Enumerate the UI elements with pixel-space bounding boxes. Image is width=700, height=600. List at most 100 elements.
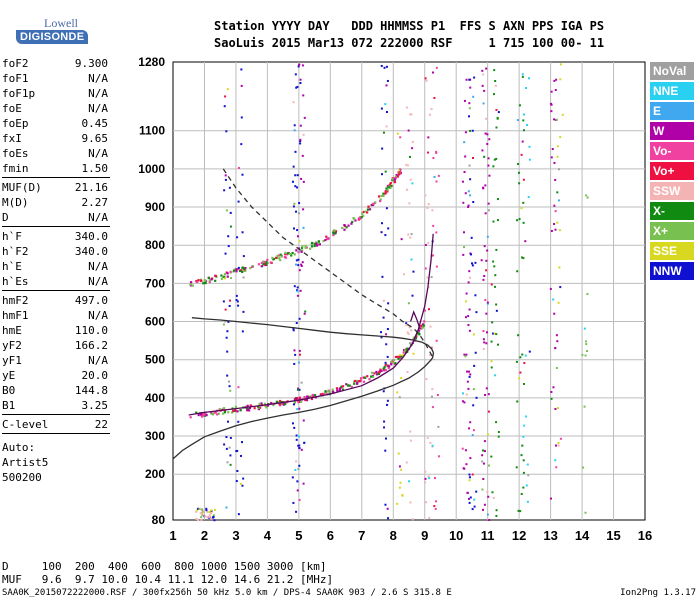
echo-point xyxy=(435,150,438,153)
echo-point xyxy=(527,196,530,199)
echo-point xyxy=(284,251,287,254)
echo-point xyxy=(474,294,477,297)
echo-point xyxy=(311,241,314,245)
echo-point xyxy=(229,211,232,214)
echo-point xyxy=(292,101,295,104)
echo-point xyxy=(465,393,468,396)
echo-point xyxy=(237,266,240,269)
echo-point xyxy=(496,198,499,201)
echo-point xyxy=(556,155,559,158)
echo-point xyxy=(197,518,200,521)
echo-point xyxy=(395,173,398,177)
echo-point xyxy=(226,350,229,353)
echo-point xyxy=(384,361,387,364)
echo-point xyxy=(205,509,208,512)
echo-point xyxy=(380,64,383,67)
param-row: foF2 9.300 xyxy=(2,56,110,71)
echo-point xyxy=(379,199,382,203)
mup-curve xyxy=(222,168,435,361)
echo-point xyxy=(526,500,529,503)
echo-point xyxy=(209,509,212,512)
echo-point xyxy=(408,202,411,205)
param-value: N/A xyxy=(88,309,108,322)
echo-point xyxy=(488,174,491,177)
echo-point xyxy=(550,90,553,93)
echo-point xyxy=(483,245,486,248)
echo-point xyxy=(558,229,561,232)
echo-point xyxy=(519,371,522,374)
echo-point xyxy=(468,473,471,476)
echo-point xyxy=(302,208,305,211)
echo-point xyxy=(222,323,225,326)
echo-point xyxy=(487,209,490,212)
echo-point xyxy=(237,304,240,307)
echo-point xyxy=(298,398,301,401)
echo-point xyxy=(298,464,301,467)
echo-point xyxy=(263,260,266,264)
echo-point xyxy=(475,311,478,314)
echo-point xyxy=(295,397,298,400)
echo-point xyxy=(523,113,526,116)
echo-point xyxy=(387,366,390,370)
echo-point xyxy=(258,406,262,409)
echo-point xyxy=(383,420,386,423)
echo-point xyxy=(472,429,475,432)
echo-point xyxy=(292,329,295,332)
echo-point xyxy=(557,168,560,171)
echo-point xyxy=(473,364,476,367)
echo-point xyxy=(427,136,430,139)
echo-point xyxy=(347,224,350,227)
echo-point xyxy=(228,186,231,189)
echo-point xyxy=(189,283,192,286)
echo-point xyxy=(198,507,201,510)
echo-point xyxy=(302,180,305,183)
echo-point xyxy=(469,457,472,460)
echo-point xyxy=(220,277,224,280)
echo-point xyxy=(409,113,412,116)
param-name: h`E xyxy=(2,260,22,273)
profile-curve xyxy=(188,233,434,416)
echo-point xyxy=(427,475,430,478)
echo-point xyxy=(469,178,472,181)
echo-point xyxy=(310,245,314,248)
echo-point xyxy=(521,75,524,78)
echo-point xyxy=(294,174,297,177)
param-row: foE N/A xyxy=(2,101,110,116)
echo-point xyxy=(293,124,296,127)
echo-point xyxy=(435,265,438,268)
echo-point xyxy=(229,454,232,457)
echo-point xyxy=(472,95,475,98)
echo-point xyxy=(522,129,525,132)
echo-point xyxy=(237,268,240,271)
echo-point xyxy=(399,172,402,175)
echo-point xyxy=(386,189,389,192)
echo-point xyxy=(424,77,427,80)
echo-point xyxy=(229,436,232,439)
echo-point xyxy=(224,252,227,255)
echo-point xyxy=(299,140,302,143)
echo-point xyxy=(299,124,302,127)
echo-point xyxy=(482,278,485,281)
echo-point xyxy=(288,252,292,256)
echo-point xyxy=(424,501,427,504)
echo-point xyxy=(385,333,388,336)
echo-point xyxy=(362,214,365,217)
echo-point xyxy=(375,373,379,376)
echo-point xyxy=(382,367,385,370)
echo-point xyxy=(465,353,468,356)
echo-point xyxy=(462,201,465,204)
echo-point xyxy=(284,403,287,406)
x-tick-label: 6 xyxy=(327,528,334,543)
echo-point xyxy=(295,434,298,437)
echo-point xyxy=(468,370,471,373)
echo-point xyxy=(525,415,528,418)
echo-point xyxy=(294,185,297,188)
echo-point xyxy=(486,513,489,516)
echo-point xyxy=(217,412,220,415)
echo-point xyxy=(297,444,300,447)
echo-point xyxy=(553,312,556,315)
param-value: 497.0 xyxy=(74,294,108,307)
echo-point xyxy=(398,465,401,468)
echo-point xyxy=(396,391,399,394)
echo-point xyxy=(382,390,385,393)
